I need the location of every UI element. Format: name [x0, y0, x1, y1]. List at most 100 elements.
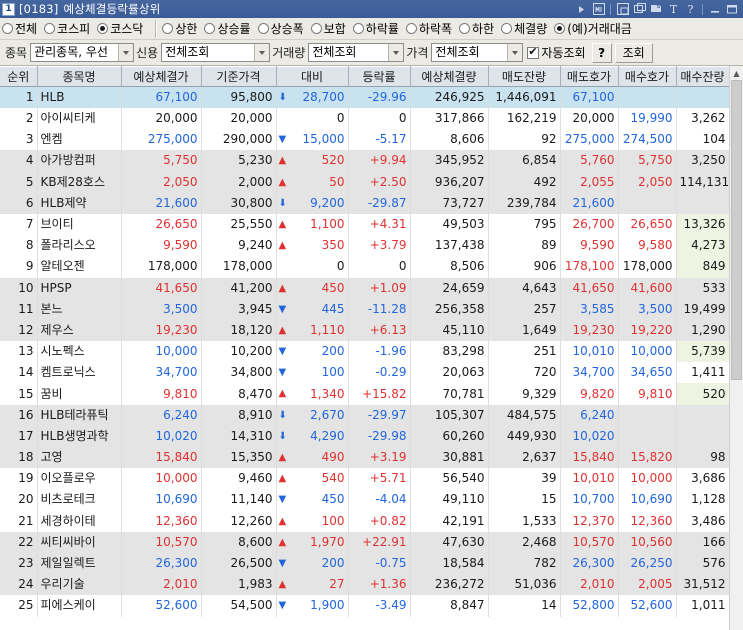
chevron-down-icon[interactable] [254, 44, 270, 61]
table-row[interactable]: 24 우리기술 2,010 1,983 ▲ 27 +1.36 236,272 51,036 2,0… [0, 574, 730, 596]
scroll-up-button[interactable]: ▲ [730, 66, 743, 80]
table-row[interactable]: 10 HPSP 41,650 41,200 ▲ 450 +1.09 24,659 4,643 41… [0, 277, 730, 299]
cell-ask-price: 67,100 [560, 86, 619, 108]
sort-radio-6[interactable]: 하한 [459, 20, 494, 37]
query-button[interactable]: 조회 [614, 42, 653, 63]
more-arrow-icon[interactable] [574, 2, 589, 16]
cell-change: ▼ 100 [276, 362, 349, 384]
cell-base-price: 20,000 [201, 108, 277, 130]
cell-base-price: 2,000 [201, 171, 277, 193]
up-arrow-icon: ▲ [278, 452, 287, 463]
vertical-scrollbar[interactable]: ▲ ▼ [729, 66, 743, 630]
sort-radio-0[interactable]: 상한 [162, 20, 197, 37]
table-row[interactable]: 19 이오플로우 10,000 9,460 ▲ 540 +5.71 56,540 39 10,01… [0, 468, 730, 490]
scroll-track[interactable] [730, 80, 743, 630]
window-titlebar: 1 [0183] 예상체결등락률상위 T ? [0, 0, 743, 18]
maximize-icon[interactable] [724, 2, 739, 16]
table-row[interactable]: 25 피에스케이 52,600 54,500 ▼ 1,900 -3.49 8,847 14 52,… [0, 595, 730, 617]
table-row[interactable]: 18 고영 15,840 15,350 ▲ 490 +3.19 30,881 2,637 15,8… [0, 447, 730, 469]
chevron-down-icon[interactable] [507, 44, 523, 61]
sort-radio-5[interactable]: 하락폭 [405, 20, 452, 37]
column-header-10[interactable]: 매수잔량 [676, 66, 730, 87]
table-row[interactable]: 22 씨티씨바이 10,570 8,600 ▲ 1,970 +22.91 47,630 2,46… [0, 531, 730, 553]
sort-radio-2[interactable]: 상승폭 [257, 20, 304, 37]
sort-radio-1[interactable]: 상승률 [204, 20, 251, 37]
column-header-7[interactable]: 매도잔량 [488, 66, 561, 87]
cascade-icon[interactable] [632, 2, 647, 16]
sort-radio-4[interactable]: 하락률 [352, 20, 399, 37]
cell-change: ⬇ 28,700 [276, 86, 349, 108]
column-header-1[interactable]: 종목명 [37, 66, 122, 87]
restore-icon[interactable] [615, 2, 630, 16]
column-header-5[interactable]: 등락률 [348, 66, 411, 87]
cell-rank: 25 [0, 595, 38, 617]
price-filter-select[interactable]: 전체조회 [431, 43, 524, 62]
table-row[interactable]: 1 HLB 67,100 95,800 ⬇ 28,700 -29.96 246,925 1,44… [0, 86, 730, 108]
cell-base-price: 12,260 [201, 510, 277, 532]
market-radio-1[interactable]: 코스피 [44, 20, 90, 37]
cell-name: 제일일렉트 [37, 552, 122, 575]
lock-icon[interactable] [649, 2, 664, 16]
cell-expected-volume: 105,307 [410, 404, 489, 426]
up-arrow-icon: ▲ [278, 176, 287, 188]
chevron-down-icon[interactable] [118, 44, 134, 61]
cell-expected-volume: 317,866 [410, 108, 489, 130]
help-icon[interactable]: ? [687, 2, 694, 16]
market-radio-0[interactable]: 전체 [2, 20, 37, 37]
volume-filter-select[interactable]: 전체조회 [308, 43, 405, 62]
cell-bid-remain: 19,499 [676, 298, 730, 320]
table-row[interactable]: 5 KB제28호스 2,050 2,000 ▲ 50 +2.50 936,207 492 2,05… [0, 171, 730, 193]
table-row[interactable]: 14 켐트로닉스 34,700 34,800 ▼ 100 -0.29 20,063 720 34,… [0, 362, 730, 384]
column-header-8[interactable]: 매도호가 [560, 66, 619, 87]
cell-rank: 23 [0, 552, 38, 575]
cell-change-rate: +9.94 [348, 150, 411, 172]
table-row[interactable]: 3 엔켐 275,000 290,000 ▼ 15,000 -5.17 8,606 92 275,… [0, 129, 730, 151]
market-radio-2[interactable]: 코스닥 [97, 20, 143, 37]
table-row[interactable]: 7 브이티 26,650 25,550 ▲ 1,100 +4.31 49,503 795 26,7… [0, 213, 730, 236]
table-row[interactable]: 9 알테오젠 178,000 178,000 0 0 8,506 906 178,100 178,… [0, 256, 730, 278]
table-row[interactable]: 2 아이씨티케 20,000 20,000 0 0 317,866 162,219 20,000… [0, 108, 730, 130]
column-header-4[interactable]: 대비 [276, 66, 349, 87]
cell-rank: 7 [0, 213, 38, 236]
sort-radio-3[interactable]: 보합 [310, 20, 346, 37]
table-row[interactable]: 13 시노펙스 10,000 10,200 ▼ 200 -1.96 83,298 251 10,0… [0, 341, 730, 363]
stock-filter-select[interactable]: 관리종목, 우선 [30, 43, 135, 62]
table-row[interactable]: 20 비츠로테크 10,690 11,140 ▼ 450 -4.04 49,110 15 10,7… [0, 489, 730, 511]
table-row[interactable]: 21 세경하이테 12,360 12,260 ▲ 100 +0.82 42,191 1,533 1… [0, 510, 730, 532]
change-value: 50 [329, 174, 345, 189]
table-row[interactable]: 6 HLB제약 21,600 30,800 ⬇ 9,200 -29.87 73,727 239,… [0, 192, 730, 214]
cell-rank: 11 [0, 298, 38, 320]
window-icon[interactable] [591, 2, 606, 16]
credit-filter-select[interactable]: 전체조회 [161, 43, 271, 62]
table-row[interactable]: 15 꿈비 9,810 8,470 ▲ 1,340 +15.82 70,781 9,329 9,8… [0, 383, 730, 405]
sort-radio-8[interactable]: (예)거래대금 [554, 20, 632, 37]
table-row[interactable]: 16 HLB테라퓨틱 6,240 8,910 ⬇ 2,670 -29.97 105,307 48… [0, 404, 730, 426]
column-header-9[interactable]: 매수호가 [618, 66, 677, 87]
table-row[interactable]: 17 HLB생명과학 10,020 14,310 ⬇ 4,290 -29.98 60,260 4… [0, 425, 730, 447]
column-header-2[interactable]: 예상체결가 [121, 66, 202, 87]
column-header-0[interactable]: 순위 [0, 66, 38, 87]
limit-down-arrow-icon: ⬇ [278, 92, 287, 103]
cell-expected-price: 34,700 [121, 362, 202, 384]
table-row[interactable]: 12 제우스 19,230 18,120 ▲ 1,110 +6.13 45,110 1,649 1… [0, 319, 730, 342]
help-button[interactable]: ? [591, 42, 612, 63]
minimize-icon[interactable] [707, 2, 722, 16]
cell-ask-remain: 92 [488, 129, 561, 151]
scroll-thumb[interactable] [731, 80, 742, 380]
table-row[interactable]: 23 제일일렉트 26,300 26,500 ▼ 200 -0.75 18,584 782 26,… [0, 552, 730, 575]
column-header-3[interactable]: 기준가격 [201, 66, 277, 87]
sort-radio-7[interactable]: 체결량 [501, 20, 547, 37]
cell-change: ▲ 540 [276, 468, 349, 490]
cell-expected-volume: 83,298 [410, 341, 489, 363]
table-row[interactable]: 4 아가방컴퍼 5,750 5,230 ▲ 520 +9.94 345,952 6,854 5,7… [0, 150, 730, 172]
table-row[interactable]: 8 폴라리스오 9,590 9,240 ▲ 350 +3.79 137,438 89 9,590 9… [0, 235, 730, 257]
cell-base-price: 9,460 [201, 468, 277, 490]
cell-bid-remain: 533 [676, 277, 730, 299]
auto-query-checkbox[interactable]: 자동조회 [527, 44, 586, 61]
table-row[interactable]: 11 본느 3,500 3,945 ▼ 445 -11.28 256,358 257 3,585 3… [0, 298, 730, 320]
cell-bid-remain: 13,326 [676, 213, 730, 236]
chevron-down-icon[interactable] [388, 44, 404, 61]
column-header-6[interactable]: 예상체결량 [410, 66, 489, 87]
text-icon[interactable]: T [669, 2, 678, 16]
cell-base-price: 178,000 [201, 256, 277, 278]
